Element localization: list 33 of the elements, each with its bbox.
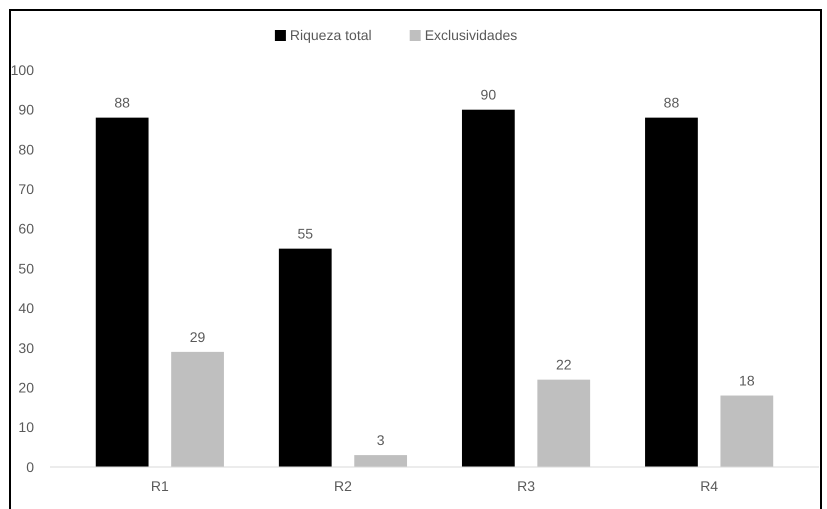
y-tick-label: 100 (10, 62, 34, 78)
bar (278, 248, 332, 467)
y-tick-label: 50 (18, 260, 34, 276)
y-tick-label: 70 (18, 181, 34, 197)
bar (462, 110, 515, 467)
bar (171, 352, 224, 467)
x-tick-label: R2 (334, 478, 352, 494)
y-tick-label: 20 (18, 380, 34, 396)
bar (720, 396, 774, 467)
x-tick-label: R3 (517, 478, 536, 494)
legend-label: Riqueza total (290, 27, 372, 43)
data-label: 55 (297, 226, 314, 242)
data-label: 18 (739, 372, 755, 389)
x-tick-label: R1 (150, 478, 170, 494)
y-tick-label: 80 (18, 141, 34, 158)
bar (645, 118, 698, 467)
y-tick-label: 60 (18, 220, 34, 237)
data-label: 29 (190, 328, 206, 345)
data-label: 88 (114, 94, 130, 111)
y-tick-label: 30 (18, 340, 34, 356)
data-label: 22 (556, 356, 572, 373)
y-tick-label: 40 (18, 300, 34, 316)
data-label: 3 (376, 432, 385, 448)
y-tick-label: 90 (18, 102, 34, 118)
bar (96, 118, 149, 467)
y-tick-label: 10 (18, 419, 34, 436)
bar (537, 380, 590, 467)
legend-label: Exclusividades (424, 27, 518, 43)
data-label: 88 (664, 94, 680, 111)
y-tick-label: 0 (26, 458, 34, 475)
bar (354, 455, 408, 467)
data-label: 90 (480, 86, 496, 103)
x-tick-label: R4 (700, 478, 718, 494)
